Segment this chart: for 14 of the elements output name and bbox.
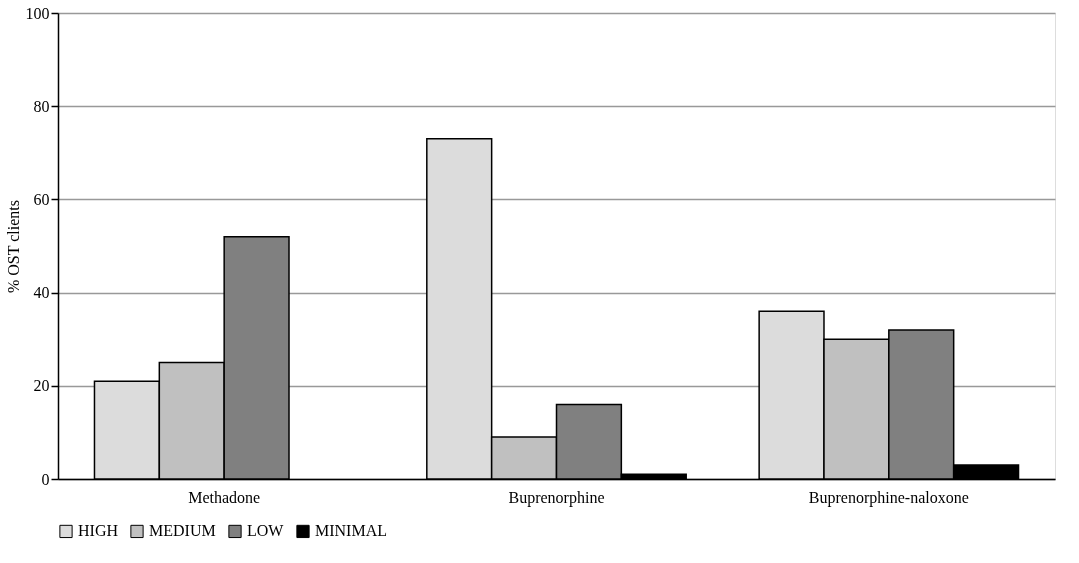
legend-label: HIGH — [78, 522, 119, 540]
y-tick-label: 80 — [33, 97, 50, 115]
x-tick-label: Buprenorphine — [508, 488, 605, 507]
legend-label: MINIMAL — [315, 522, 387, 540]
x-tick-label: Buprenorphine-naloxone — [808, 488, 969, 507]
y-tick-label: 60 — [33, 190, 50, 208]
y-tick-label: 100 — [25, 4, 50, 22]
y-axis-title: % OST clients — [4, 199, 22, 294]
legend-label: LOW — [247, 522, 285, 540]
y-tick-label: 20 — [33, 377, 50, 395]
x-tick-label: Methadone — [188, 488, 261, 506]
legend-label: MEDIUM — [149, 522, 216, 540]
y-tick-label: 0 — [41, 470, 50, 488]
y-tick-label: 40 — [33, 284, 50, 302]
